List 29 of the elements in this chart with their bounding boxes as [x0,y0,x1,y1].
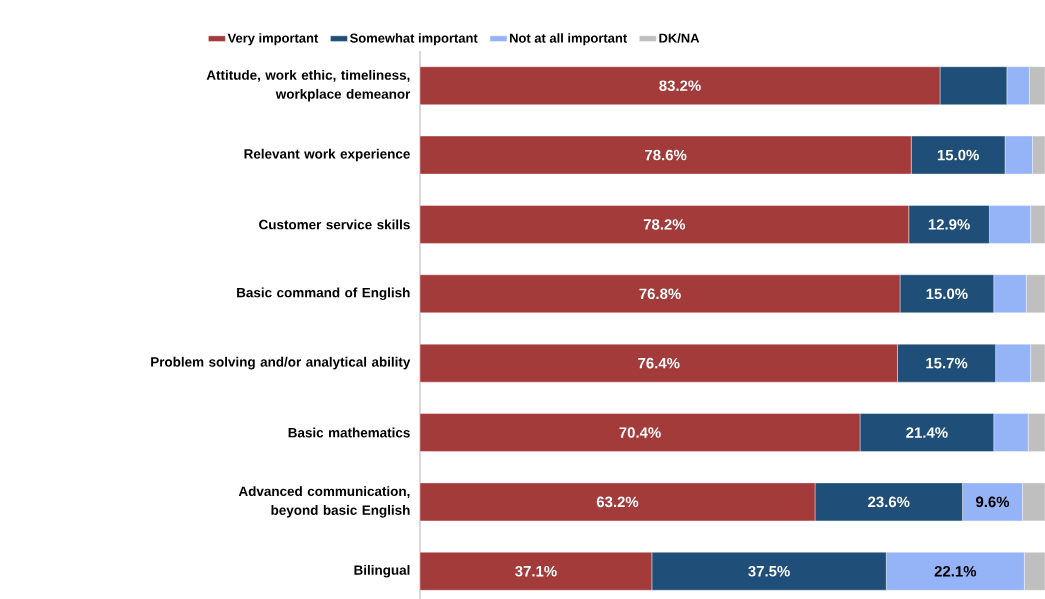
y-tick-label: Advanced communication, beyond basic English [238,486,410,518]
y-tick-label: Problem solving and/or analytical ability [151,356,411,370]
data-label: 15.7% [926,357,968,369]
data-label: 78.6% [645,149,687,161]
data-label: 37.5% [748,565,790,577]
y-tick-label: Basic command of English [237,287,410,301]
legend-label: DK/NA [659,33,700,43]
data-label: 23.6% [868,496,910,508]
data-label: 21.4% [906,427,948,438]
y-tick-label: Relevant work experience [244,148,410,162]
y-tick-label: Basic mathematics [288,427,410,438]
data-label: 78.2% [643,219,686,230]
data-label: 9.6% [975,496,1010,508]
y-tick-label: Customer service skills [259,219,410,230]
data-label: 83.2% [659,80,701,91]
y-tick-label: Attitude, work ethic, timeliness, workplace demeanor [206,69,411,102]
data-label: 70.4% [619,427,661,438]
y-tick-label: Bilingual [354,564,410,578]
data-label: 22.1% [934,565,977,577]
legend-label: Not at all important [510,33,627,46]
data-label: 37.1% [515,565,557,577]
data-label: 12.9% [928,219,970,230]
data-label: 76.4% [638,357,680,369]
data-label: 76.8% [639,288,681,300]
legend-label: Somewhat important [350,33,478,46]
data-label: 15.0% [926,288,968,300]
data-label: 63.2% [596,496,639,508]
legend-label: Very important [227,33,319,46]
data-label: 15.0% [937,149,979,161]
